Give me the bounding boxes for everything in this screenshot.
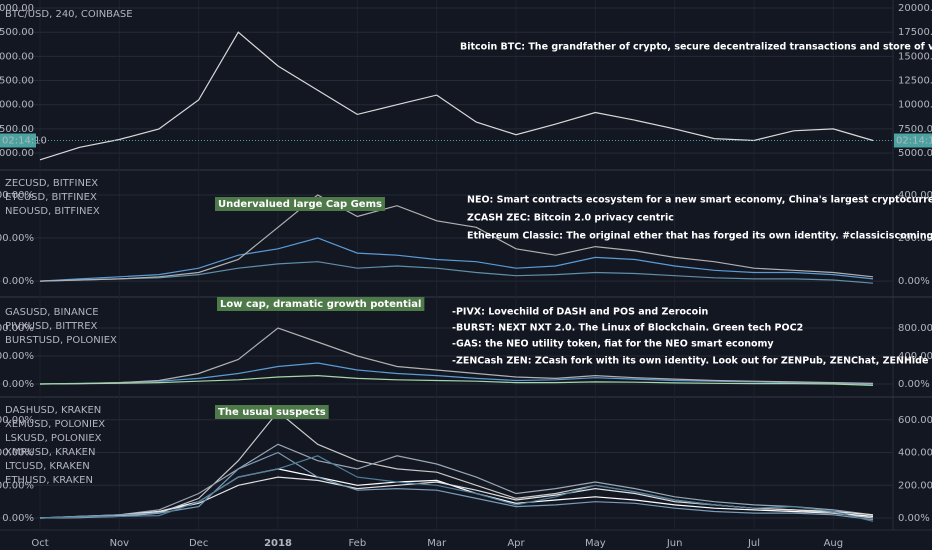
series-line	[39, 261, 874, 284]
y-tick-label-left: 400.00%	[0, 448, 34, 459]
y-tick-label-left: 12500.00	[0, 76, 34, 87]
y-tick-label-left: 20000.00	[0, 3, 34, 14]
annotation: Bitcoin BTC: The grandfather of crypto, …	[460, 42, 932, 53]
annotation: NEO: Smart contracts ecosystem for a new…	[467, 195, 932, 206]
x-tick-label: Apr	[507, 538, 525, 549]
series-line	[39, 455, 874, 522]
y-tick-label-left: 200.00%	[0, 480, 34, 491]
series-line	[39, 451, 874, 521]
y-tick-label-left: 10000.00	[0, 100, 34, 111]
y-tick-label-right: 800.00%	[898, 323, 932, 334]
legend-entry: XMRUSD, KRAKEN	[5, 447, 95, 458]
legend-entry: ETHUSD, KRAKEN	[5, 475, 93, 486]
legend-entry: XEMUSD, POLONIEX	[5, 419, 105, 430]
y-tick-label-left: 7500.00	[0, 124, 34, 135]
y-tick-label-right: 0.00%	[898, 379, 930, 390]
y-tick-label-right: 400.00%	[898, 190, 932, 201]
series-line	[39, 468, 874, 519]
y-tick-label-right: 200.00%	[898, 480, 932, 491]
y-tick-label-right: 5000.00	[898, 148, 932, 159]
annotation: Ethereum Classic: The original ether tha…	[467, 231, 932, 242]
x-tick-label: Mar	[427, 538, 447, 549]
series-line	[39, 443, 874, 519]
y-tick-label-left: 600.00%	[0, 415, 34, 426]
highlight-label: Low cap, dramatic growth potential	[220, 299, 421, 310]
x-tick-label: May	[585, 538, 606, 549]
highlight-box	[215, 405, 329, 419]
y-tick-label-right: 200.00%	[898, 233, 932, 244]
series-line	[39, 194, 874, 282]
y-tick-label-left: 17500.00	[0, 27, 34, 38]
highlight-box	[217, 297, 425, 311]
legend-entry: BURSTUSD, POLONIEX	[5, 335, 117, 346]
y-tick-label-left: 400.00%	[0, 190, 34, 201]
series-line	[39, 31, 874, 161]
x-tick-label: Nov	[110, 538, 130, 549]
price-label-box-right	[894, 133, 932, 148]
legend-entry: LSKUSD, POLONIEX	[5, 433, 102, 444]
x-tick-label: Jun	[666, 538, 683, 549]
y-tick-label-right: 0.00%	[898, 513, 930, 524]
y-tick-label-right: 12500.00	[898, 76, 932, 87]
y-tick-label-left: 15000.00	[0, 51, 34, 62]
legend-entry: PIVXUSD, BITTREX	[5, 321, 98, 332]
series-line	[39, 374, 874, 386]
series-line	[39, 362, 874, 385]
y-tick-label-right: 400.00%	[898, 351, 932, 362]
legend-entry: ZECUSD, BITFINEX	[5, 178, 98, 189]
annotation: -ZENCash ZEN: ZCash fork with its own id…	[452, 356, 928, 367]
series-line	[39, 327, 874, 385]
y-tick-label-left: 800.00%	[0, 323, 34, 334]
price-label-box-left	[0, 133, 36, 148]
y-tick-label-right: 20000.00	[898, 3, 932, 14]
x-tick-label: Dec	[189, 538, 208, 549]
y-tick-label-left: 400.00%	[0, 351, 34, 362]
x-tick-label: Oct	[31, 538, 48, 549]
annotation: -PIVX: Lovechild of DASH and POS and Zer…	[452, 307, 708, 318]
y-tick-label-right: 7500.00	[898, 124, 932, 135]
legend-entry: LTCUSD, KRAKEN	[5, 461, 90, 472]
y-tick-label-right: 400.00%	[898, 448, 932, 459]
y-tick-label-right: 10000.00	[898, 100, 932, 111]
x-tick-label: 2018	[264, 538, 292, 549]
highlight-box	[215, 197, 385, 211]
legend-entry: ETCUSD, BITFINEX	[5, 192, 97, 203]
highlight-label: The usual suspects	[218, 407, 326, 418]
legend-entry: DASHUSD, KRAKEN	[5, 405, 101, 416]
y-tick-label-left: 0.00%	[2, 276, 34, 287]
price-label-right: 02:14:10	[896, 136, 932, 147]
chart-title: BTC/USD, 240, COINBASE	[5, 9, 133, 20]
highlight-label: Undervalued large Cap Gems	[218, 199, 382, 210]
y-tick-label-right: 17500.00	[898, 27, 932, 38]
legend-entry: NEOUSD, BITFINEX	[5, 206, 100, 217]
annotation: ZCASH ZEC: Bitcoin 2.0 privacy centric	[467, 213, 674, 224]
y-tick-label-left: 0.00%	[2, 513, 34, 524]
y-tick-label-right: 15000.00	[898, 51, 932, 62]
annotation: -GAS: the NEO utility token, fiat for th…	[452, 339, 774, 350]
y-tick-label-right: 600.00%	[898, 415, 932, 426]
price-label-left: 02:14:10	[2, 136, 47, 147]
y-tick-label-right: 0.00%	[898, 276, 930, 287]
x-tick-label: Jul	[747, 538, 760, 549]
y-tick-label-left: 0.00%	[2, 379, 34, 390]
y-tick-label-left: 200.00%	[0, 233, 34, 244]
x-tick-label: Aug	[824, 538, 844, 549]
series-line	[39, 237, 874, 282]
y-tick-label-left: 5000.00	[0, 148, 34, 159]
legend-entry: GASUSD, BINANCE	[5, 307, 99, 318]
x-tick-label: Feb	[348, 538, 366, 549]
annotation: -BURST: NEXT NXT 2.0. The Linux of Block…	[452, 323, 803, 334]
